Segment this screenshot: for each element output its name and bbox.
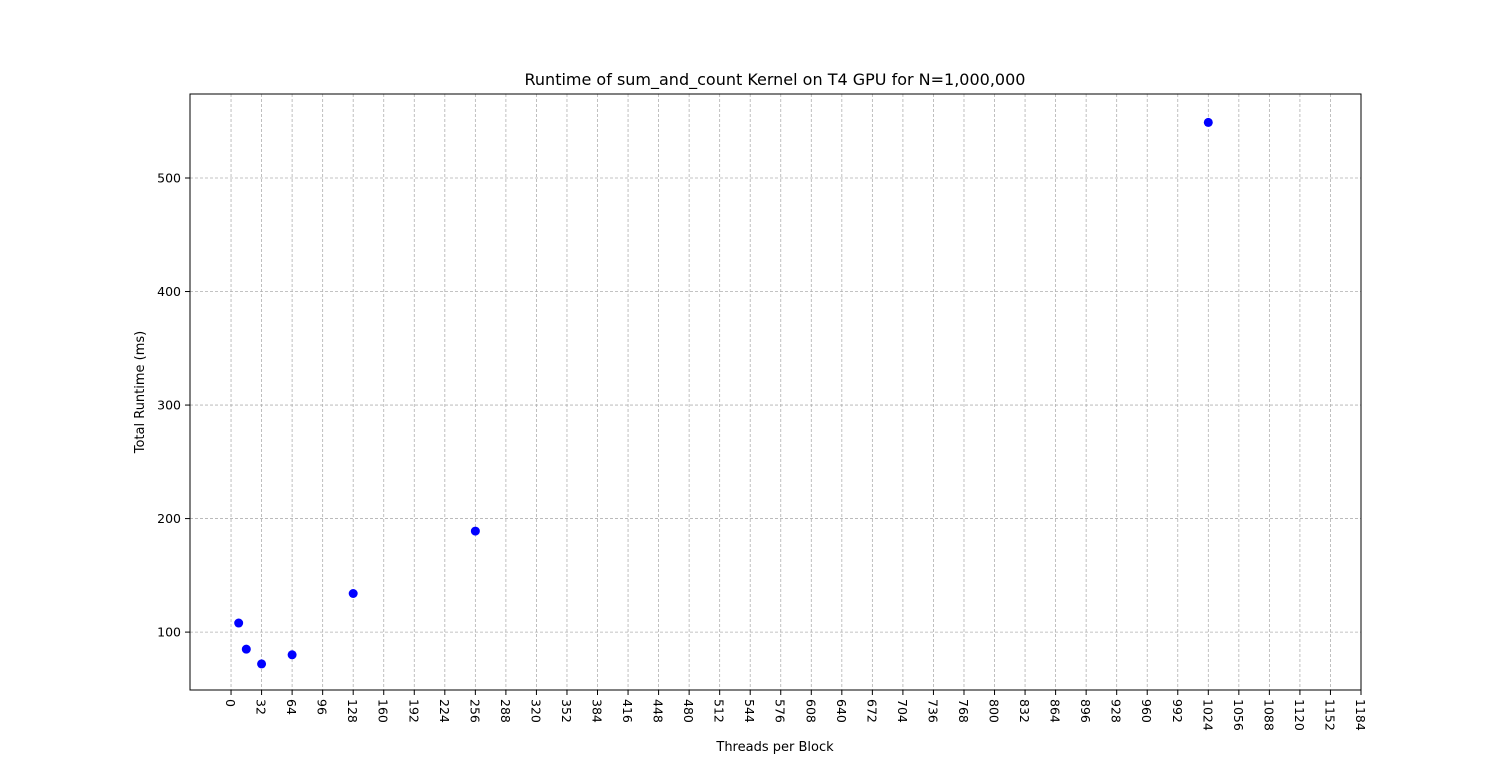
x-tick-label: 928	[1109, 699, 1124, 723]
plot-area	[189, 93, 1362, 691]
x-tick-label: 224	[437, 699, 452, 723]
x-tick-label: 512	[712, 699, 727, 723]
chart-title: Runtime of sum_and_count Kernel on T4 GP…	[525, 70, 1026, 90]
x-tick-label: 896	[1078, 699, 1093, 723]
x-tick-label: 992	[1170, 699, 1185, 723]
x-tick-label: 384	[590, 699, 605, 723]
x-tick-label: 1024	[1200, 699, 1215, 731]
x-tick-label: 288	[498, 699, 513, 723]
x-tick-label: 544	[742, 699, 757, 723]
data-point	[470, 526, 480, 536]
x-tick-label: 704	[895, 699, 910, 723]
x-tick-label: 1120	[1292, 699, 1307, 731]
x-tick-label: 576	[773, 699, 788, 723]
data-point	[234, 618, 244, 628]
x-tick-label: 1152	[1322, 699, 1337, 731]
x-tick-label: 640	[834, 699, 849, 723]
y-tick-label: 500	[157, 171, 181, 186]
x-tick-label: 64	[284, 699, 299, 715]
x-tick-label: 832	[1017, 699, 1032, 723]
data-point	[1203, 117, 1213, 127]
x-tick-label: 1056	[1231, 699, 1246, 731]
x-tick-label: 96	[315, 699, 330, 715]
x-tick-label: 1184	[1353, 699, 1368, 731]
x-tick-label: 256	[467, 699, 482, 723]
x-tick-label: 1088	[1261, 699, 1276, 731]
data-point	[257, 659, 267, 669]
data-point	[241, 644, 251, 654]
data-points	[234, 117, 1213, 669]
y-tick-label: 300	[157, 398, 181, 413]
y-tick-label: 200	[157, 511, 181, 526]
x-tick-label: 736	[925, 699, 940, 723]
x-tick-label: 448	[651, 699, 666, 723]
y-tick-label: 100	[157, 625, 181, 640]
x-axis-label: Threads per Block	[715, 740, 834, 755]
x-tick-label: 128	[345, 699, 360, 723]
x-tick-label: 192	[406, 699, 421, 723]
x-tick-label: 352	[559, 699, 574, 723]
x-tick-label: 32	[254, 699, 269, 715]
x-tick-label: 960	[1139, 699, 1154, 723]
data-point	[287, 650, 297, 660]
x-tick-label: 0	[223, 699, 238, 707]
y-axis-label: Total Runtime (ms)	[133, 331, 148, 455]
data-point	[348, 589, 358, 599]
x-tick-label: 160	[376, 699, 391, 723]
x-tick-label: 608	[803, 699, 818, 723]
y-tick-label: 400	[157, 284, 181, 299]
axis-ticks: 0 32 64 96 128 160 192 224 256 288 320 352 384 416 448…	[157, 171, 1368, 731]
x-tick-label: 320	[528, 699, 543, 723]
x-tick-label: 864	[1048, 699, 1063, 723]
grid-lines	[190, 94, 1362, 690]
x-tick-label: 800	[987, 699, 1002, 723]
x-tick-label: 768	[956, 699, 971, 723]
x-tick-label: 416	[620, 699, 635, 723]
x-tick-label: 672	[864, 699, 879, 723]
x-tick-label: 480	[681, 699, 696, 723]
